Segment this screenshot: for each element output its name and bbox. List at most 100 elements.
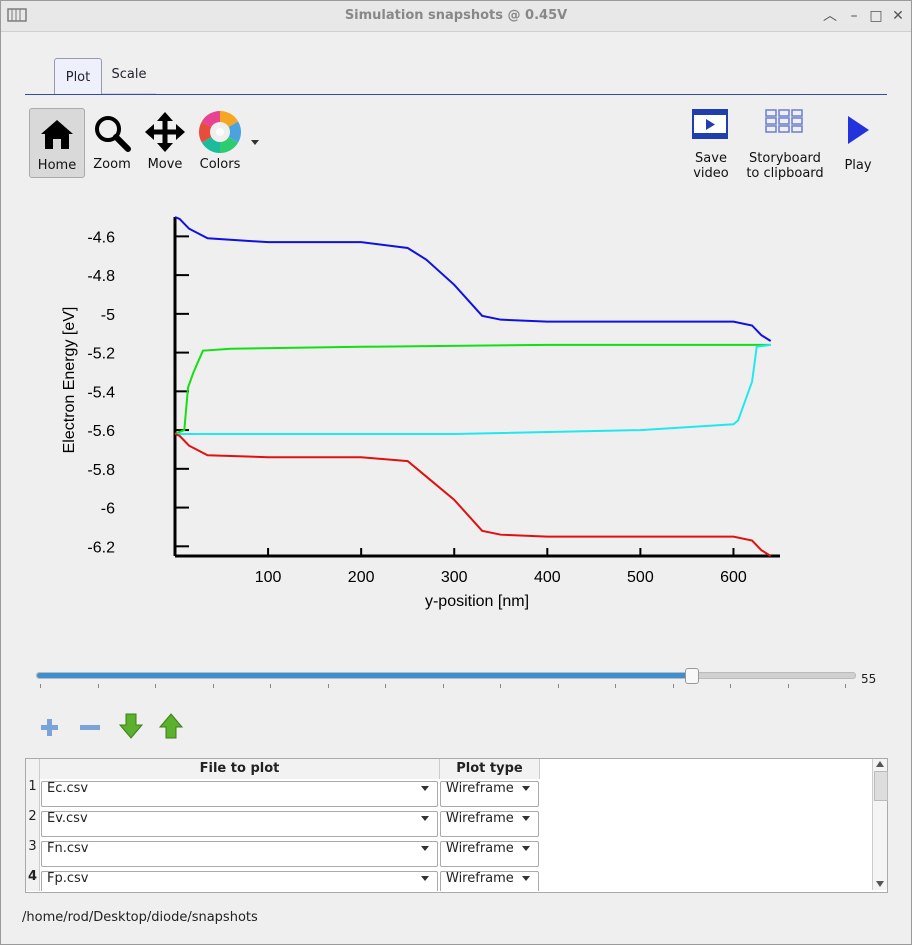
y-axis-label: Electron Energy [eV] [61,307,78,454]
remove-row-icon[interactable] [78,716,102,738]
x-tick-label: 300 [441,569,468,586]
zoom-label: Zoom [93,157,131,172]
save-video-label-2: video [693,166,729,181]
plot-type-value: Wireframe [446,841,514,856]
chevron-down-icon [522,846,530,851]
plot-type-select[interactable]: Wireframe [440,841,539,867]
series-line-1 [174,216,772,342]
y-tick-label: -6.2 [87,539,115,556]
home-button[interactable]: Home [29,108,85,178]
header-plot-type: Plot type [440,759,540,779]
scroll-down-icon[interactable] [876,881,884,887]
row-number: 3 [26,839,40,869]
tab-divider [25,94,887,95]
row-number: 2 [26,809,40,839]
y-tick-label: -5 [101,307,115,324]
slider-tick [155,684,156,688]
x-tick-label: 400 [534,569,561,586]
file-value: Ec.csv [47,781,89,796]
series-line-4 [174,433,772,557]
colors-dropdown-icon[interactable] [251,140,259,146]
colors-button[interactable]: Colors [194,108,248,176]
tab-scale[interactable]: Scale [102,58,156,95]
file-select[interactable]: Fn.csv [41,841,438,867]
file-select[interactable]: Ev.csv [41,811,438,837]
header-file: File to plot [40,759,440,779]
slider-tick [500,684,501,688]
slider-tick [270,684,271,688]
table-row: 2 Ev.csv Wireframe [26,809,540,839]
slider-tick [845,684,846,688]
series-line-3 [175,343,771,435]
close-icon[interactable]: ✕ [892,8,904,24]
scroll-thumb[interactable] [874,771,888,801]
home-icon [41,120,73,149]
file-select[interactable]: Fp.csv [41,871,438,891]
save-video-button[interactable]: Save video [686,106,736,184]
window-title: Simulation snapshots @ 0.45V [344,8,568,23]
storyboard-label-1: Storyboard [749,151,821,166]
play-icon [848,116,869,144]
row-number: 1 [26,779,40,809]
x-tick-label: 600 [720,569,747,586]
search-icon [95,116,131,152]
scroll-up-icon[interactable] [876,761,884,767]
play-label: Play [844,158,872,173]
storyboard-button[interactable]: Storyboard to clipboard [744,106,826,184]
colors-label: Colors [199,157,241,172]
table-header: File to plot Plot type [26,759,540,779]
table-scrollbar[interactable] [872,759,888,890]
slider-tick [327,684,329,688]
x-tick-label: 200 [348,569,375,586]
table-row: 1 Ec.csv Wireframe [26,779,540,809]
save-video-label-1: Save [695,151,727,166]
slider-tick [615,684,616,688]
snapshot-slider[interactable] [36,668,856,684]
chevron-down-icon [522,876,530,881]
plot-type-select[interactable]: Wireframe [440,871,539,891]
header-corner [26,759,40,779]
zoom-button[interactable]: Zoom [88,108,136,176]
tab-plot[interactable]: Plot [54,58,102,94]
move-arrows-icon [145,112,185,152]
move-down-icon[interactable] [118,712,144,740]
plot-type-value: Wireframe [446,811,514,826]
y-tick-label: -5.8 [87,462,115,479]
file-value: Fn.csv [47,841,89,856]
add-row-icon[interactable] [38,716,60,738]
slider-fill [37,673,692,678]
plot-type-select[interactable]: Wireframe [440,811,539,837]
slider-handle[interactable] [685,668,700,684]
x-tick-label: 100 [255,569,282,586]
y-tick-label: -5.2 [87,346,115,363]
table-row: 3 Fn.csv Wireframe [26,839,540,869]
storyboard-icon [765,109,803,133]
title-bar: Simulation snapshots @ 0.45V ︿ – □ ✕ [1,1,911,32]
slider-tick [730,684,731,688]
y-tick-label: -4.8 [87,268,115,285]
slider-tick [557,684,559,688]
slider-tick [787,684,789,688]
slider-tick [442,684,444,688]
play-button[interactable]: Play [836,106,880,184]
move-up-icon[interactable] [158,712,184,740]
row-number: 4 [26,869,40,891]
table-row: 4 Fp.csv Wireframe [26,869,540,891]
energy-chart: 100 200 300 400 500 600 -4.6 -4.8 -5 -5.2 -5.4 -5.6… [61,216,780,610]
color-wheel-icon [199,111,241,153]
slider-tick [97,684,99,688]
maximize-icon[interactable]: □ [869,8,883,24]
collapse-icon[interactable]: ︿ [823,8,837,24]
file-select[interactable]: Ec.csv [41,781,438,807]
y-tick-label: -5.6 [87,423,115,440]
move-button[interactable]: Move [140,108,190,176]
y-tick-label: -5.4 [87,384,115,401]
chevron-down-icon [421,786,429,791]
file-value: Fp.csv [47,871,89,886]
minimize-icon[interactable]: – [850,8,858,24]
x-axis-label: y-position [nm] [425,593,529,610]
status-path: /home/rod/Desktop/diode/snapshots [22,910,258,925]
plot-type-select[interactable]: Wireframe [440,781,539,807]
film-icon [692,109,728,139]
slider-tick [40,684,41,688]
